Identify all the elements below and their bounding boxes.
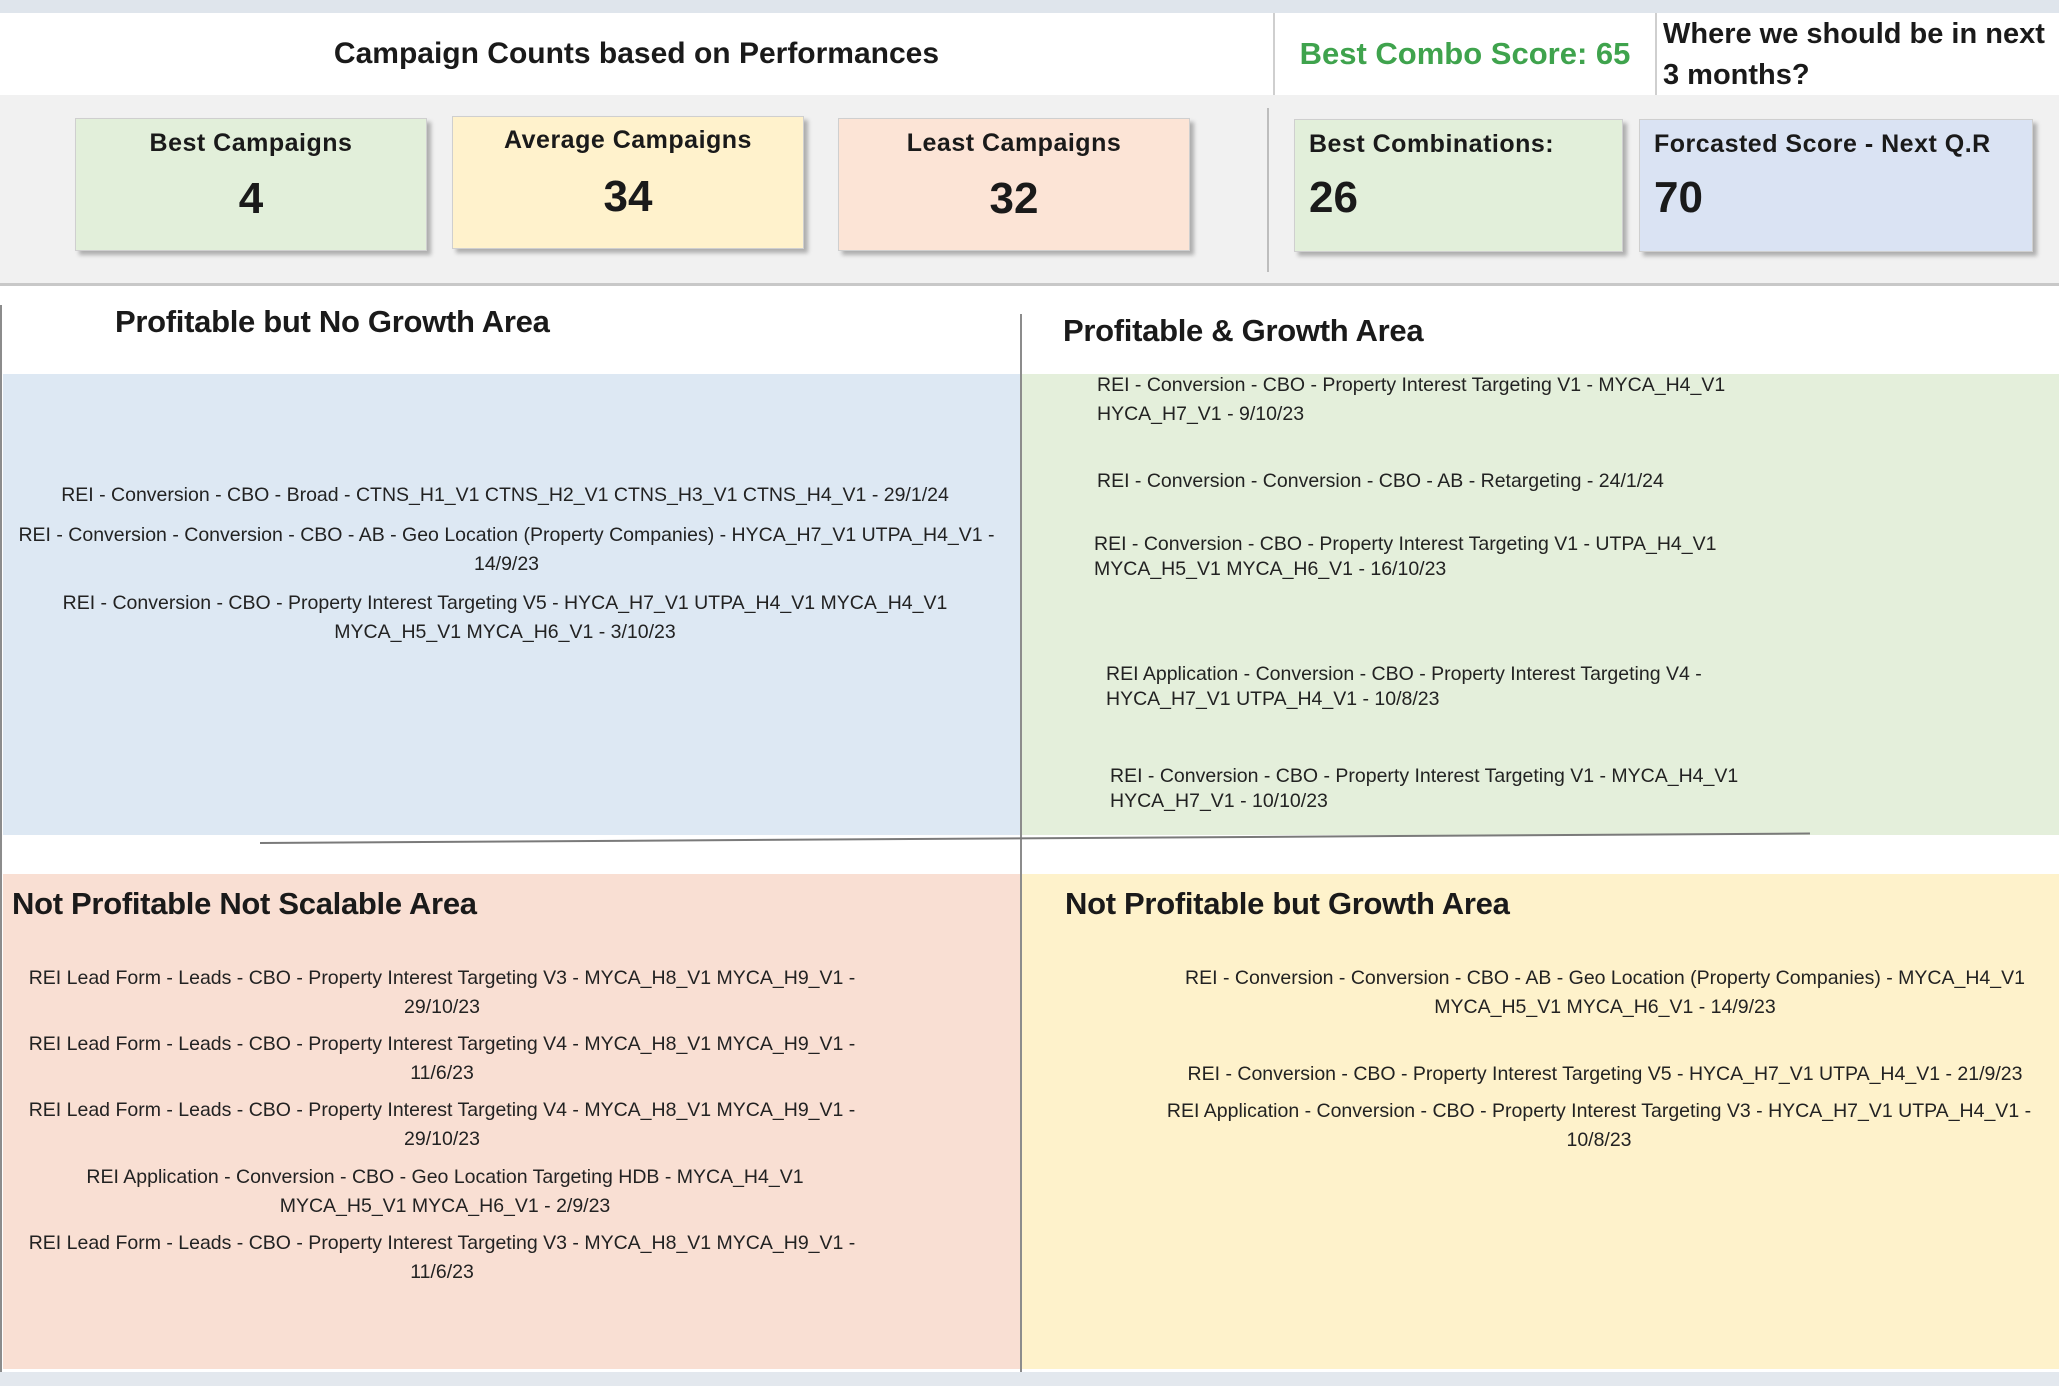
kpi-card-average-campaigns: Average Campaigns 34 [452, 116, 804, 249]
campaign-item: REI Lead Form - Leads - CBO - Property I… [28, 1033, 856, 1084]
quadrant-not-profitable-growth [1022, 874, 2059, 1369]
header-divider [1655, 13, 1657, 95]
campaign-item: REI Lead Form - Leads - CBO - Property I… [28, 1099, 856, 1150]
vertical-axis-line [1020, 314, 1022, 1372]
kpi-card-best-combinations: Best Combinations: 26 [1294, 119, 1623, 252]
kpi-value: 4 [238, 174, 264, 223]
campaign-item: REI - Conversion - CBO - Property Intere… [1094, 533, 1717, 580]
kpi-divider [1267, 108, 1269, 272]
campaign-item: REI Application - Conversion - CBO - Geo… [86, 1166, 804, 1217]
quadrant-title-profitable-growth: Profitable & Growth Area [1063, 313, 1424, 348]
kpi-value: 26 [1309, 173, 1358, 222]
kpi-value: 34 [603, 172, 653, 221]
kpi-card-forecasted-score: Forcasted Score - Next Q.R 70 [1639, 119, 2033, 252]
campaign-item: REI - Conversion - Conversion - CBO - AB… [1185, 967, 2025, 1018]
quadrant-title-profitable-no-growth: Profitable but No Growth Area [115, 304, 550, 339]
campaign-item: REI Lead Form - Leads - CBO - Property I… [28, 1232, 856, 1283]
campaign-item: REI Application - Conversion - CBO - Pro… [1166, 1100, 2032, 1151]
kpi-value: 32 [989, 174, 1039, 223]
quadrant-profitable-growth [1022, 374, 2059, 835]
campaign-item: REI - Conversion - CBO - Broad - CTNS_H1… [61, 484, 949, 506]
forecast-question-line1: Where we should be in next [1663, 18, 2045, 50]
campaign-item: REI - Conversion - CBO - Property Intere… [1110, 765, 1739, 812]
bottom-strip [0, 1372, 2059, 1386]
left-border-line [0, 305, 2, 1372]
kpi-card-least-campaigns: Least Campaigns 32 [838, 118, 1190, 251]
quadrant-title-not-profitable-growth: Not Profitable but Growth Area [1065, 886, 1510, 921]
kpi-divider-bottom [0, 283, 2059, 286]
header-bar [0, 13, 2059, 95]
campaign-item: REI - Conversion - CBO - Property Intere… [1187, 1063, 2023, 1085]
kpi-card-best-campaigns: Best Campaigns 4 [75, 118, 427, 251]
quadrant-not-profitable-not-scalable [3, 874, 1020, 1369]
kpi-label: Average Campaigns [504, 126, 752, 154]
forecast-question-line2: 3 months? [1663, 59, 1810, 91]
kpi-label: Forcasted Score - Next Q.R [1654, 130, 1991, 158]
page-title: Campaign Counts based on Performances [333, 37, 940, 70]
best-combo-score: Best Combo Score: 65 [1299, 36, 1631, 71]
campaign-item: REI - Conversion - Conversion - CBO - AB… [18, 524, 995, 575]
header-divider [1273, 13, 1275, 95]
quadrant-title-not-profitable-not-scalable: Not Profitable Not Scalable Area [12, 886, 477, 921]
kpi-value: 70 [1654, 173, 1703, 222]
kpi-label: Best Combinations: [1309, 130, 1555, 158]
forecast-question: Where we should be in next 3 months? [1663, 14, 2053, 96]
campaign-item: REI - Conversion - Conversion - CBO - AB… [1097, 470, 1664, 492]
campaign-item: REI - Conversion - CBO - Property Intere… [62, 592, 948, 643]
quadrant-profitable-no-growth [3, 374, 1020, 835]
campaign-item: REI Lead Form - Leads - CBO - Property I… [28, 967, 856, 1018]
kpi-label: Best Campaigns [149, 129, 353, 157]
campaign-item: REI - Conversion - CBO - Property Intere… [1097, 374, 1726, 425]
kpi-label: Least Campaigns [906, 129, 1122, 157]
top-strip [0, 0, 2059, 13]
campaign-item: REI Application - Conversion - CBO - Pro… [1106, 663, 1702, 710]
